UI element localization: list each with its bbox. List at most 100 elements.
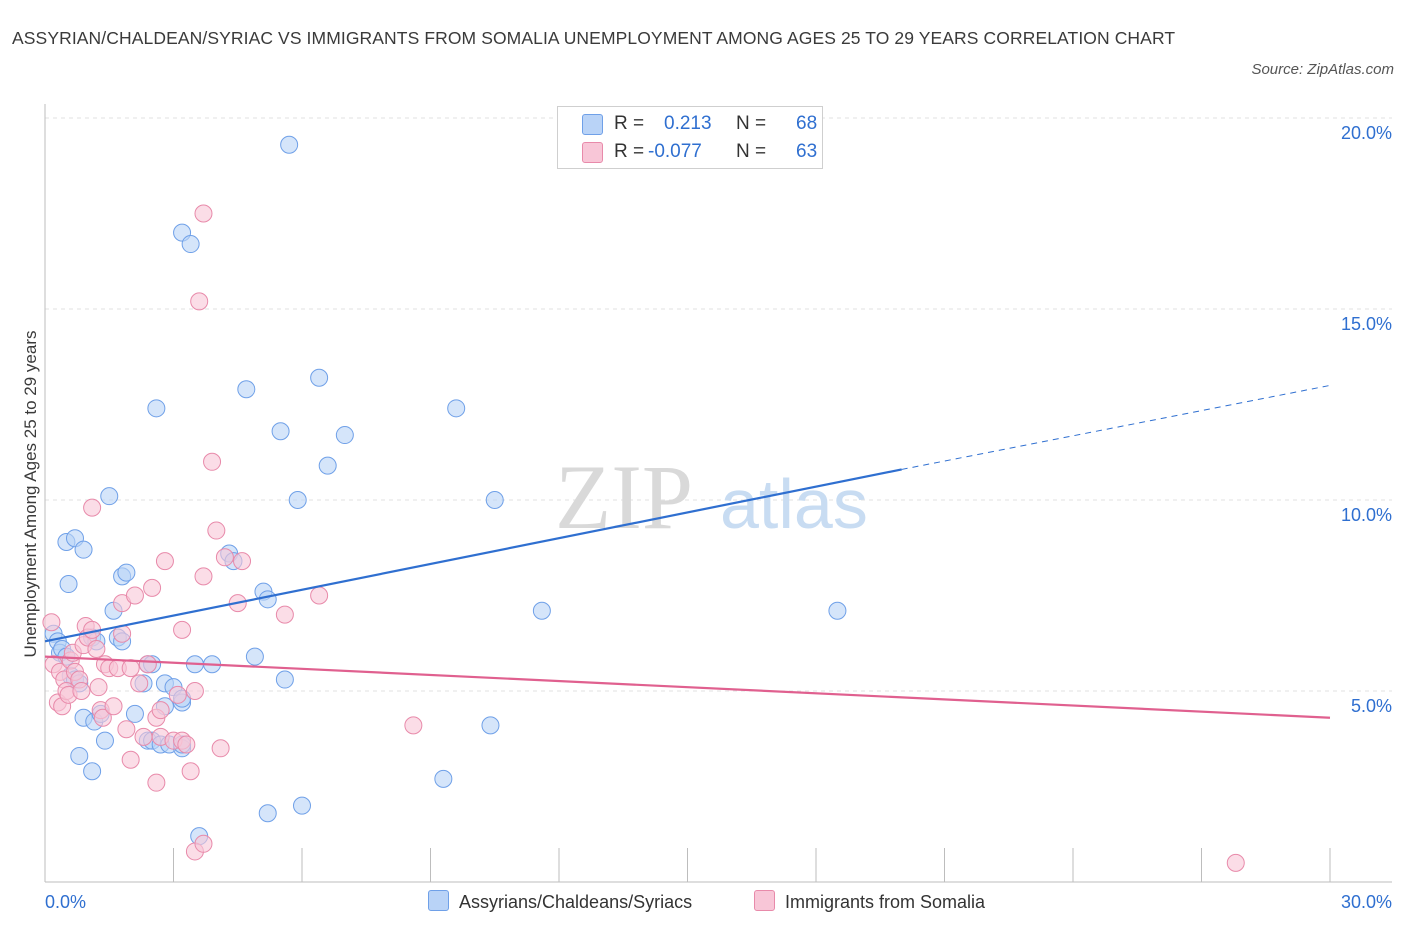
data-point <box>100 487 119 506</box>
legend-r-value: -0.077 <box>648 141 702 162</box>
data-point <box>335 426 354 445</box>
data-point <box>404 716 423 735</box>
bottom-legend-label: Assyrians/Chaldeans/Syriacs <box>459 892 693 912</box>
data-point <box>95 731 114 750</box>
legend-swatch-pink <box>582 142 603 163</box>
data-point <box>485 491 504 509</box>
bottom-legend-swatch-blue <box>428 890 449 911</box>
trend-line-extension <box>901 384 1331 470</box>
data-point <box>121 659 140 678</box>
data-point <box>72 682 91 700</box>
data-point <box>293 796 311 815</box>
correlation-legend: R = 0.213 N = 68 R = -0.077 N = 63 <box>557 106 823 169</box>
data-point <box>185 682 204 700</box>
watermark-atlas: atlas <box>720 465 868 543</box>
data-point <box>275 605 294 624</box>
data-point <box>194 567 213 586</box>
legend-r-value: 0.213 <box>664 113 712 134</box>
data-point <box>117 563 136 582</box>
axes <box>44 104 1392 883</box>
data-point <box>104 697 123 716</box>
y-tick-label: 5.0% <box>1351 696 1392 716</box>
y-tick-label: 15.0% <box>1341 314 1392 334</box>
data-point <box>147 399 166 418</box>
legend-n-label: N = <box>736 113 767 134</box>
data-point <box>134 727 153 746</box>
data-point <box>125 586 144 605</box>
data-point <box>181 235 200 254</box>
data-point <box>70 746 89 765</box>
source-label: Source: ZipAtlas.com <box>1251 61 1394 78</box>
grid-lines <box>45 117 1392 692</box>
data-point <box>74 540 93 559</box>
data-point <box>173 620 192 639</box>
data-point <box>194 834 213 853</box>
data-point <box>155 552 174 571</box>
data-point <box>89 678 108 697</box>
trend-line-assyrians <box>44 468 902 643</box>
legend-n-label: N = <box>736 141 767 162</box>
data-point <box>93 708 112 727</box>
x-tick-label: 30.0% <box>1341 892 1392 912</box>
y-tick-label: 20.0% <box>1341 123 1392 143</box>
data-point <box>828 601 847 620</box>
data-point <box>83 498 102 517</box>
data-point <box>532 601 551 620</box>
data-point <box>258 590 277 609</box>
bottom-legend-label: Immigrants from Somalia <box>785 892 986 912</box>
data-point <box>207 521 226 540</box>
data-point <box>143 578 162 597</box>
legend-n-value: 63 <box>796 141 818 162</box>
data-point <box>130 674 149 693</box>
data-point <box>190 292 209 311</box>
data-point <box>288 491 307 509</box>
data-point <box>87 639 106 658</box>
data-point <box>434 769 453 788</box>
data-point <box>59 575 78 594</box>
x-tick-label: 0.0% <box>45 892 86 912</box>
data-point <box>447 399 466 418</box>
tick-labels: 5.0% 10.0% 15.0% 20.0% 0.0% 30.0% <box>45 123 1392 912</box>
data-point <box>237 380 256 399</box>
data-point <box>151 701 170 720</box>
data-point <box>271 422 290 441</box>
data-point <box>138 655 157 674</box>
data-point <box>275 670 294 689</box>
data-point <box>83 762 102 781</box>
data-point <box>181 762 200 781</box>
bottom-legend-assyrians: Assyrians/Chaldeans/Syriacs <box>428 890 692 914</box>
watermark-zip: ZIP <box>555 446 693 548</box>
data-point <box>168 685 187 704</box>
watermark: ZIP atlas <box>555 446 868 548</box>
data-point <box>211 739 230 758</box>
data-point <box>42 613 61 632</box>
y-tick-label: 10.0% <box>1341 505 1392 525</box>
bottom-legend-swatch-pink <box>754 890 775 911</box>
data-point <box>215 548 234 567</box>
data-points <box>42 135 1245 872</box>
data-point <box>245 647 264 666</box>
data-point <box>310 586 329 605</box>
data-point <box>125 704 144 723</box>
data-point <box>121 750 140 769</box>
data-point <box>117 720 136 739</box>
data-point <box>1226 853 1245 872</box>
trend-line-somalia <box>44 655 1331 719</box>
data-point <box>147 773 166 792</box>
data-point <box>177 735 196 754</box>
series-somalia <box>42 204 1245 872</box>
bottom-legend-somalia: Immigrants from Somalia <box>754 890 985 914</box>
data-point <box>203 452 222 471</box>
legend-n-value: 68 <box>796 113 818 134</box>
legend-swatch-blue <box>582 114 603 135</box>
data-point <box>233 552 252 571</box>
legend-r-label: R = <box>614 141 645 162</box>
data-point <box>481 716 500 735</box>
data-point <box>318 456 337 475</box>
data-point <box>194 204 213 223</box>
chart-title: ASSYRIAN/CHALDEAN/SYRIAC VS IMMIGRANTS F… <box>12 28 1176 48</box>
data-point <box>258 804 277 823</box>
trend-lines <box>44 384 1331 719</box>
data-point <box>280 135 299 154</box>
